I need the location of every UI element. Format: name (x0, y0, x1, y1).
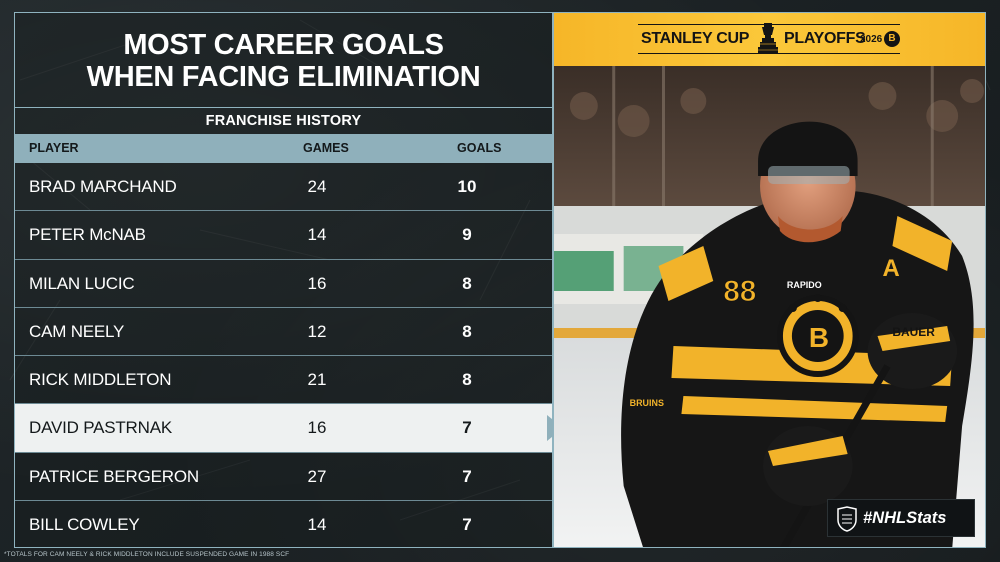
games-value: 16 (307, 418, 327, 438)
table-row: CAM NEELY 12 8 (15, 308, 552, 357)
banner-year: 2026 (860, 34, 883, 45)
goals-value: 10 (457, 177, 477, 196)
games-value: 27 (307, 466, 327, 486)
column-header-player: PLAYER (29, 141, 79, 155)
player-name: MILAN LUCIC (29, 273, 135, 293)
nhl-stats-badge: #NHLStats (827, 499, 975, 537)
goals-value: 8 (462, 370, 472, 390)
table-row: MILAN LUCIC 16 8 (15, 260, 552, 308)
player-name: DAVID PASTRNAK (29, 418, 172, 438)
banner-text-playoffs: PLAYOFFS (784, 30, 866, 47)
table-row: PATRICE BERGERON 27 7 (15, 453, 552, 502)
goals-value: 7 (462, 466, 472, 486)
player-name: BILL COWLEY (29, 515, 140, 535)
nhl-shield-icon (837, 506, 857, 532)
goals-value: 8 (462, 273, 472, 293)
table-row: PETER McNAB 14 9 (15, 211, 552, 260)
playoffs-banner: STANLEY CUP PLAYOFFS 2026 B (554, 13, 985, 66)
sponsor-patch: RAPIDO (787, 280, 822, 290)
games-value: 14 (307, 515, 327, 535)
section-header: FRANCHISE HISTORY (15, 107, 552, 134)
player-name: BRAD MARCHAND (29, 177, 177, 196)
goals-value: 9 (462, 225, 472, 245)
glove-brand: BAUER (892, 325, 935, 339)
column-header-games: GAMES (303, 141, 349, 155)
games-value: 16 (307, 273, 327, 293)
stanley-cup-icon (758, 23, 778, 53)
goals-value: 7 (462, 418, 472, 438)
title-line-1: MOST CAREER GOALS (123, 29, 444, 61)
player-name: PATRICE BERGERON (29, 466, 199, 486)
player-photo: 88 A RAPIDO BAUER BRUINS B (554, 66, 985, 547)
column-header-goals: GOALS (457, 141, 502, 155)
stats-panel: MOST CAREER GOALS WHEN FACING ELIMINATIO… (14, 12, 553, 548)
photo-panel: STANLEY CUP PLAYOFFS 2026 B (553, 12, 986, 548)
jersey-number: 88 (723, 275, 756, 308)
captain-letter: A (882, 255, 899, 282)
games-value: 12 (307, 321, 327, 341)
player-name: CAM NEELY (29, 321, 125, 341)
footnote: *TOTALS FOR CAM NEELY & RICK MIDDLETON I… (4, 551, 290, 558)
table-row: RICK MIDDLETON 21 8 (15, 356, 552, 405)
games-value: 14 (307, 225, 327, 245)
table-row: BRAD MARCHAND 24 10 (15, 163, 552, 212)
table-row: BILL COWLEY 14 7 (15, 501, 552, 549)
player-name: RICK MIDDLETON (29, 370, 172, 390)
bruins-logo-letter: B (809, 322, 829, 353)
player-name: PETER McNAB (29, 225, 146, 245)
hashtag-text: #NHLStats (863, 509, 947, 527)
goals-value: 8 (462, 321, 472, 341)
bruins-badge-icon: B (884, 31, 900, 47)
games-value: 21 (307, 370, 327, 390)
games-value: 24 (307, 177, 327, 196)
title-line-2: WHEN FACING ELIMINATION (86, 61, 481, 93)
goals-value: 7 (462, 515, 472, 535)
team-wordmark: BRUINS (630, 398, 664, 408)
table-row-highlighted: DAVID PASTRNAK 16 7 (15, 404, 552, 453)
table-header: PLAYER GAMES GOALS (15, 134, 552, 163)
table-body: BRAD MARCHAND 24 10 PETER McNAB 14 9 MIL… (15, 163, 552, 549)
page-title: MOST CAREER GOALS WHEN FACING ELIMINATIO… (15, 29, 552, 93)
banner-text-stanley-cup: STANLEY CUP (641, 30, 750, 47)
playoffs-logo: STANLEY CUP PLAYOFFS 2026 B (638, 23, 900, 54)
